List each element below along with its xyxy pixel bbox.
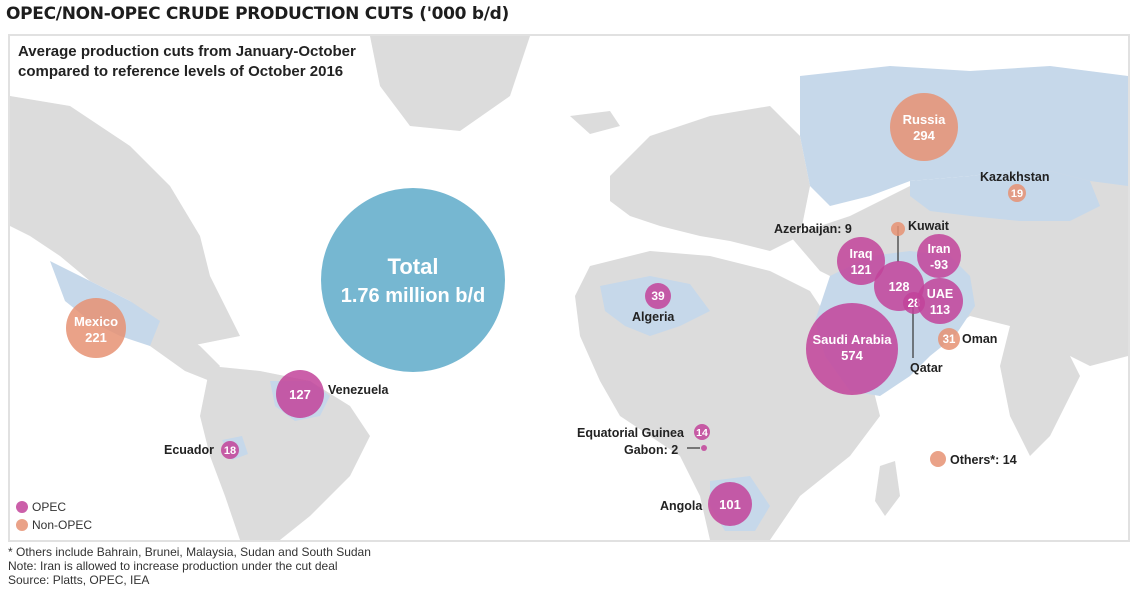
land-greenland: [370, 36, 530, 131]
bubble-venezuela-value: 127: [289, 387, 311, 402]
map-frame: Total 1.76 million b/d Russia 294 19 Ira…: [8, 34, 1130, 542]
legend: OPEC Non-OPEC: [16, 498, 92, 534]
country-labels: Kazakhstan Azerbaijan: 9 Kuwait Oman Qat…: [164, 170, 1049, 513]
legend-item-opec: OPEC: [16, 498, 92, 516]
label-venezuela: Venezuela: [328, 383, 389, 397]
label-algeria: Algeria: [632, 310, 675, 324]
opec-swatch-icon: [16, 501, 28, 513]
bubble-angola-value: 101: [719, 497, 741, 512]
bubble-venezuela: [276, 370, 324, 418]
bubble-algeria-value: 39: [651, 289, 665, 303]
label-kuwait: Kuwait: [908, 219, 950, 233]
bubble-iran: [917, 234, 961, 278]
bubble-russia-value: 294: [913, 128, 935, 143]
bubble-iraq-value: 121: [851, 263, 872, 277]
subtitle: Average production cuts from January-Oct…: [18, 42, 356, 82]
bubble-eq-guinea-value: 14: [696, 427, 708, 439]
label-oman: Oman: [962, 332, 997, 346]
label-equatorial-guinea: Equatorial Guinea: [577, 426, 685, 440]
legend-label-non-opec: Non-OPEC: [32, 518, 93, 532]
label-kazakhstan: Kazakhstan: [980, 170, 1049, 184]
bubble-russia-name: Russia: [903, 112, 946, 127]
legend-item-non-opec: Non-OPEC: [16, 516, 92, 534]
footnote-iran: Note: Iran is allowed to increase produc…: [8, 559, 338, 573]
subtitle-line-2: compared to reference levels of October …: [18, 63, 344, 80]
land-south-america: [200, 366, 370, 540]
bubble-oman: [938, 328, 960, 350]
label-gabon: Gabon: 2: [624, 443, 678, 457]
bubble-saudi-arabia: [806, 303, 898, 395]
total-bubble: Total 1.76 million b/d: [321, 188, 505, 372]
bubble-iran-value: -93: [930, 258, 948, 272]
bubble-kuwait-value: 128: [889, 280, 910, 294]
bubble-saudi-value: 574: [841, 348, 863, 363]
footnote-others: * Others include Bahrain, Brunei, Malays…: [8, 545, 371, 559]
world-map: Total 1.76 million b/d Russia 294 19 Ira…: [10, 36, 1128, 540]
chart-title: OPEC/NON-OPEC CRUDE PRODUCTION CUTS ('00…: [6, 4, 509, 24]
bubble-iraq-name: Iraq: [850, 247, 873, 261]
land-europe: [610, 106, 810, 251]
bubble-azerbaijan: [891, 222, 905, 236]
bubble-iraq: [837, 237, 885, 285]
bubbles: Russia 294 19 Iraq 121 Iran -93 128 28 U…: [66, 93, 1026, 526]
bubble-equatorial-guinea: [694, 424, 710, 440]
bubble-kazakhstan-value: 19: [1011, 188, 1023, 200]
bubble-uae-value: 113: [930, 303, 950, 317]
land-india: [1000, 326, 1080, 456]
legend-label-opec: OPEC: [32, 500, 67, 514]
footnote-source: Source: Platts, OPEC, IEA: [8, 573, 150, 587]
bubble-others: [930, 451, 946, 467]
bubble-oman-value: 31: [943, 334, 956, 346]
footnotes: * Others include Bahrain, Brunei, Malays…: [8, 545, 371, 587]
total-label: Total: [388, 254, 439, 279]
label-ecuador: Ecuador: [164, 443, 214, 457]
subtitle-line-1: Average production cuts from January-Oct…: [18, 43, 356, 60]
land-north-america: [10, 96, 240, 346]
bubble-angola: [708, 482, 752, 526]
bubble-kazakhstan: [1008, 184, 1026, 202]
non-opec-swatch-icon: [16, 519, 28, 531]
bubble-gabon: [701, 445, 707, 451]
bubble-ecuador-value: 18: [224, 445, 236, 457]
land-iceland: [570, 111, 620, 134]
bubble-russia: [890, 93, 958, 161]
bubble-mexico-name: Mexico: [74, 314, 118, 329]
bubble-ecuador: [221, 441, 239, 459]
land-kazakhstan: [910, 171, 1100, 221]
label-angola: Angola: [660, 499, 703, 513]
bubble-mexico: [66, 298, 126, 358]
label-qatar: Qatar: [910, 361, 943, 375]
total-value: 1.76 million b/d: [341, 285, 485, 307]
bubble-uae: [917, 278, 963, 324]
bubble-uae-name: UAE: [927, 287, 953, 301]
bubble-iran-name: Iran: [928, 242, 951, 256]
label-others: Others*: 14: [950, 453, 1017, 467]
label-azerbaijan: Azerbaijan: 9: [774, 222, 852, 236]
bubble-algeria: [645, 283, 671, 309]
bubble-mexico-value: 221: [85, 330, 107, 345]
bubble-saudi-name: Saudi Arabia: [813, 332, 893, 347]
land-madagascar: [875, 461, 900, 516]
